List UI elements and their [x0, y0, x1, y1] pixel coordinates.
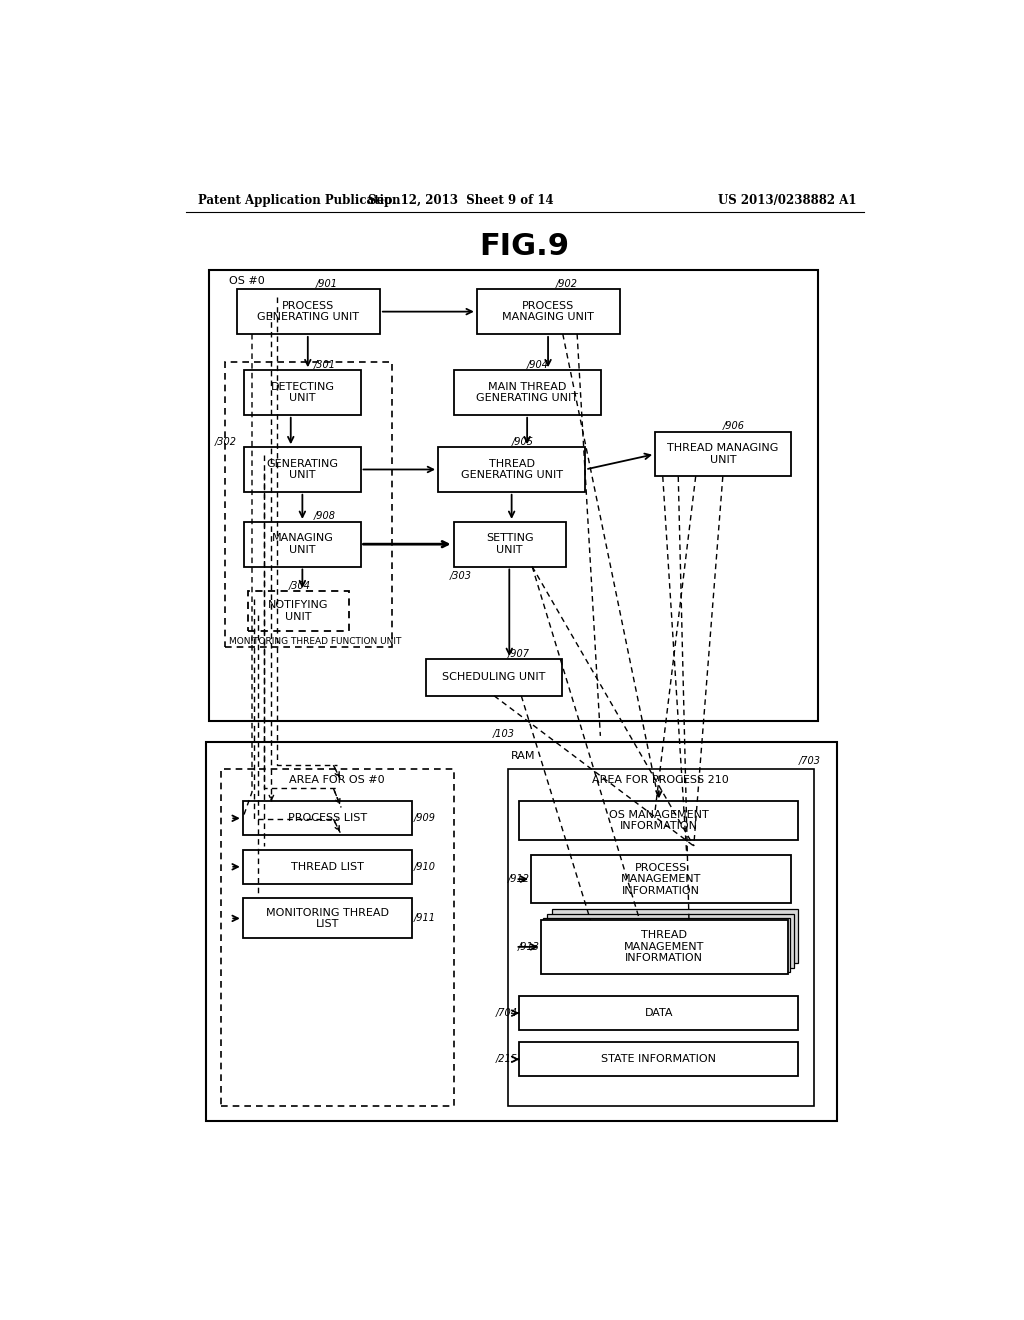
Bar — [519, 997, 799, 1030]
Bar — [454, 370, 601, 414]
Text: /901: /901 — [315, 279, 337, 289]
Text: /909: /909 — [414, 813, 436, 824]
Bar — [438, 447, 586, 492]
Text: /910: /910 — [414, 862, 436, 871]
Text: PROCESS
GENERATING UNIT: PROCESS GENERATING UNIT — [257, 301, 359, 322]
Bar — [541, 920, 787, 974]
Text: Patent Application Publication: Patent Application Publication — [198, 194, 400, 207]
Text: MONITORING THREAD
LIST: MONITORING THREAD LIST — [265, 908, 389, 929]
Text: US 2013/0238882 A1: US 2013/0238882 A1 — [718, 194, 856, 207]
Text: /902: /902 — [556, 279, 578, 289]
Bar — [221, 770, 454, 1106]
Text: PROCESS LIST: PROCESS LIST — [288, 813, 367, 824]
Text: DETECTING
UNIT: DETECTING UNIT — [270, 381, 335, 404]
Text: /303: /303 — [450, 570, 472, 581]
Bar — [547, 913, 794, 968]
Text: GENERATING
UNIT: GENERATING UNIT — [266, 458, 338, 480]
Text: /905: /905 — [512, 437, 534, 446]
Bar — [519, 801, 799, 840]
Bar — [531, 855, 791, 903]
Text: AREA FOR OS #0: AREA FOR OS #0 — [290, 775, 385, 785]
Text: THREAD
GENERATING UNIT: THREAD GENERATING UNIT — [461, 458, 562, 480]
Text: FIG.9: FIG.9 — [479, 232, 570, 261]
Bar — [508, 770, 814, 1106]
Bar — [655, 432, 791, 477]
Text: OS MANAGEMENT
INFORMATION: OS MANAGEMENT INFORMATION — [609, 809, 709, 832]
Text: /703: /703 — [799, 756, 820, 767]
Text: PROCESS
MANAGEMENT
INFORMATION: PROCESS MANAGEMENT INFORMATION — [621, 862, 701, 896]
Bar — [245, 447, 360, 492]
Bar — [426, 659, 562, 696]
Text: PROCESS
MANAGING UNIT: PROCESS MANAGING UNIT — [503, 301, 594, 322]
Bar — [243, 850, 412, 884]
Text: THREAD
MANAGEMENT
INFORMATION: THREAD MANAGEMENT INFORMATION — [624, 931, 705, 964]
Text: MAIN THREAD
GENERATING UNIT: MAIN THREAD GENERATING UNIT — [476, 381, 579, 404]
Text: NOTIFYING
UNIT: NOTIFYING UNIT — [268, 601, 329, 622]
Text: SCHEDULING UNIT: SCHEDULING UNIT — [442, 672, 546, 682]
Bar — [454, 521, 566, 566]
Bar — [477, 289, 621, 334]
Text: THREAD MANAGING
UNIT: THREAD MANAGING UNIT — [667, 444, 778, 465]
Text: /906: /906 — [723, 421, 744, 432]
Text: OS #0: OS #0 — [228, 276, 264, 286]
Bar — [245, 370, 360, 414]
Text: /215: /215 — [496, 1055, 518, 1064]
Bar — [225, 363, 391, 647]
Text: STATE INFORMATION: STATE INFORMATION — [601, 1055, 717, 1064]
Text: /301: /301 — [314, 360, 336, 370]
Text: /912: /912 — [508, 874, 529, 884]
Text: /103: /103 — [493, 730, 514, 739]
Text: THREAD LIST: THREAD LIST — [291, 862, 364, 871]
Text: /304: /304 — [289, 581, 310, 591]
Bar — [243, 899, 412, 939]
Text: /904: /904 — [527, 360, 549, 370]
Bar — [237, 289, 380, 334]
Text: RAM: RAM — [511, 751, 536, 760]
Bar — [519, 1043, 799, 1076]
Text: Sep. 12, 2013  Sheet 9 of 14: Sep. 12, 2013 Sheet 9 of 14 — [369, 194, 554, 207]
Text: MONITORING THREAD FUNCTION UNIT: MONITORING THREAD FUNCTION UNIT — [228, 636, 401, 645]
Bar — [206, 742, 838, 1121]
Bar — [209, 271, 818, 721]
Text: /908: /908 — [314, 511, 336, 521]
Text: /913: /913 — [518, 942, 540, 952]
Text: /704: /704 — [496, 1008, 518, 1018]
Bar — [248, 591, 349, 631]
Text: DATA: DATA — [645, 1008, 673, 1018]
Text: /302: /302 — [214, 437, 237, 446]
Text: /911: /911 — [414, 913, 436, 924]
Bar — [544, 917, 790, 972]
Bar — [243, 801, 412, 836]
Bar — [245, 521, 360, 566]
Text: MANAGING
UNIT: MANAGING UNIT — [271, 533, 334, 554]
Bar — [552, 909, 799, 964]
Text: SETTING
UNIT: SETTING UNIT — [485, 533, 534, 554]
Text: /907: /907 — [508, 648, 529, 659]
Text: AREA FOR PROCESS 210: AREA FOR PROCESS 210 — [592, 775, 729, 785]
